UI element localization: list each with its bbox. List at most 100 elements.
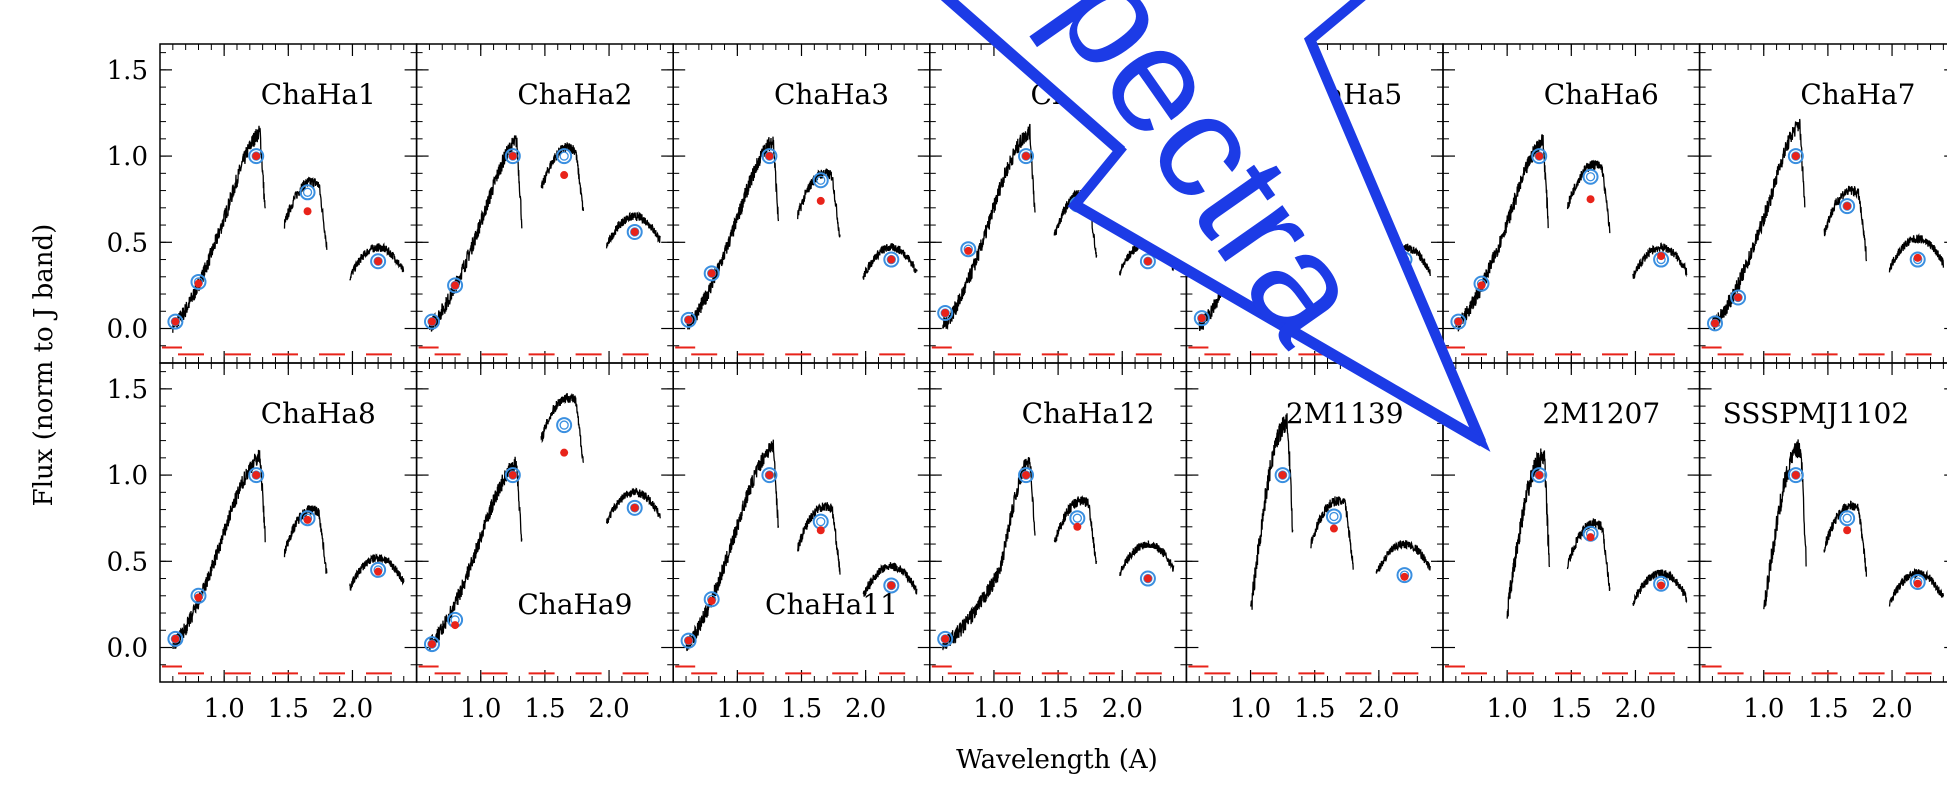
model-point [451,621,460,630]
spectrum-trace [172,125,266,333]
model-point [1022,152,1031,161]
photometry-circle [1730,289,1747,306]
panel-chaha7: ChaHa7 [1698,43,1947,364]
model-point [1454,317,1463,326]
photometry-circle [937,304,954,321]
spectrum-trace [605,487,662,524]
model-point [1143,574,1152,583]
x-tick-label: 2.0 [1871,694,1912,724]
model-point [941,308,950,317]
model-point [303,207,312,216]
model-point [1734,293,1743,302]
spectrum-trace [685,439,780,652]
photometry-circle [1909,251,1926,268]
photometry-circle [190,273,207,290]
spectrum-trace [1823,500,1868,577]
spectrum-trace [349,242,405,281]
model-point [1657,581,1666,590]
y-axis-label: Flux (norm to J band) [29,224,59,507]
model-point [1073,522,1082,531]
x-tick-label: 1.5 [524,694,565,724]
model-point [1022,471,1031,480]
model-point [1843,526,1852,535]
model-point [374,257,383,266]
model-point [630,503,639,512]
spectrum-trace [1310,496,1354,570]
photometry-inner-circle [1585,172,1596,182]
panel-chaha8: ChaHa8 1.0 1.5 2.0 0.0 0.5 1.0 1.5 [107,362,418,724]
model-point [1535,471,1544,480]
x-axis-label: Wavelength (A) [956,745,1158,775]
spectrum-trace [862,562,918,597]
spectrum-trace [1823,185,1868,262]
x-tick-label: 1.0 [1230,694,1271,724]
photometry-circle [370,561,387,578]
model-point [1197,314,1206,323]
y-tick-label: 0.0 [107,634,148,664]
photometry-circle [248,467,265,484]
y-tick-label: 1.0 [107,142,148,172]
spectrum-trace [428,135,523,332]
photometry-circle [1396,567,1413,584]
model-point [684,315,693,324]
photometry-circle [556,417,573,434]
model-point [887,581,896,590]
photometry-circle [761,467,778,484]
photometry-circle [626,499,643,516]
panel-chaha6: ChaHa6 [1442,43,1701,364]
spectrum-trace [797,168,841,238]
model-point [560,171,569,180]
spectrum-trace [1888,567,1945,607]
spectrum-trace [1506,448,1551,619]
photometry-circle [1653,575,1670,592]
x-tick-label: 1.5 [1807,694,1848,724]
y-tick-label: 1.5 [107,375,148,405]
photometry-circle [937,630,954,647]
spectrum-trace [1249,413,1294,610]
photometry-circle [960,241,977,258]
model-point [1586,195,1595,204]
model-point [1477,281,1486,290]
photometry-circle [167,313,184,330]
photometry-circle [883,251,900,268]
photometry-circle [190,587,207,604]
spectrum-trace [1888,232,1945,273]
panel-chaha9: ChaHa9 1.0 1.5 2.0 [415,362,674,724]
spectrum-trace [283,504,328,574]
model-point [252,471,261,480]
panel-name: ChaHa6 [1544,78,1659,111]
model-point [171,317,180,326]
spectrum-trace [1632,569,1688,606]
photometry-circle [1139,253,1156,270]
photometry-inner-circle [816,516,826,527]
spectrum-trace [605,211,661,249]
y-tick-label: 0.0 [107,315,148,345]
spectrum-trace [942,456,1036,651]
photometry-circle [680,632,697,649]
photometry-circle [1193,310,1210,327]
panel-name: ChaHa9 [517,588,632,621]
x-tick-label: 1.0 [1486,694,1527,724]
panel-chaha1: ChaHa1 0.0 0.5 1.0 1.5 [107,43,418,364]
spectrum-trace [1763,439,1807,610]
model-point [707,596,716,605]
model-point [941,634,950,643]
model-point [374,567,383,576]
model-point [630,227,639,236]
photometry-inner-circle [816,175,826,185]
panel-chaha3: ChaHa3 [672,43,931,364]
spectrum-trace [862,243,918,280]
photometry-circle [504,467,521,484]
model-point [427,317,436,326]
spectrum-trace [1711,118,1806,330]
model-point [1657,252,1666,261]
photometry-circle [1909,573,1926,590]
model-point [816,526,825,535]
panel-name: SSSPMJ1102 [1723,397,1910,430]
spectrum-trace [1632,242,1688,279]
model-point [1329,524,1338,533]
photometry-circle [1325,508,1342,525]
photometry-circle [680,311,697,328]
spectrum-trace [1119,540,1175,577]
photometry-circle [1018,148,1035,165]
